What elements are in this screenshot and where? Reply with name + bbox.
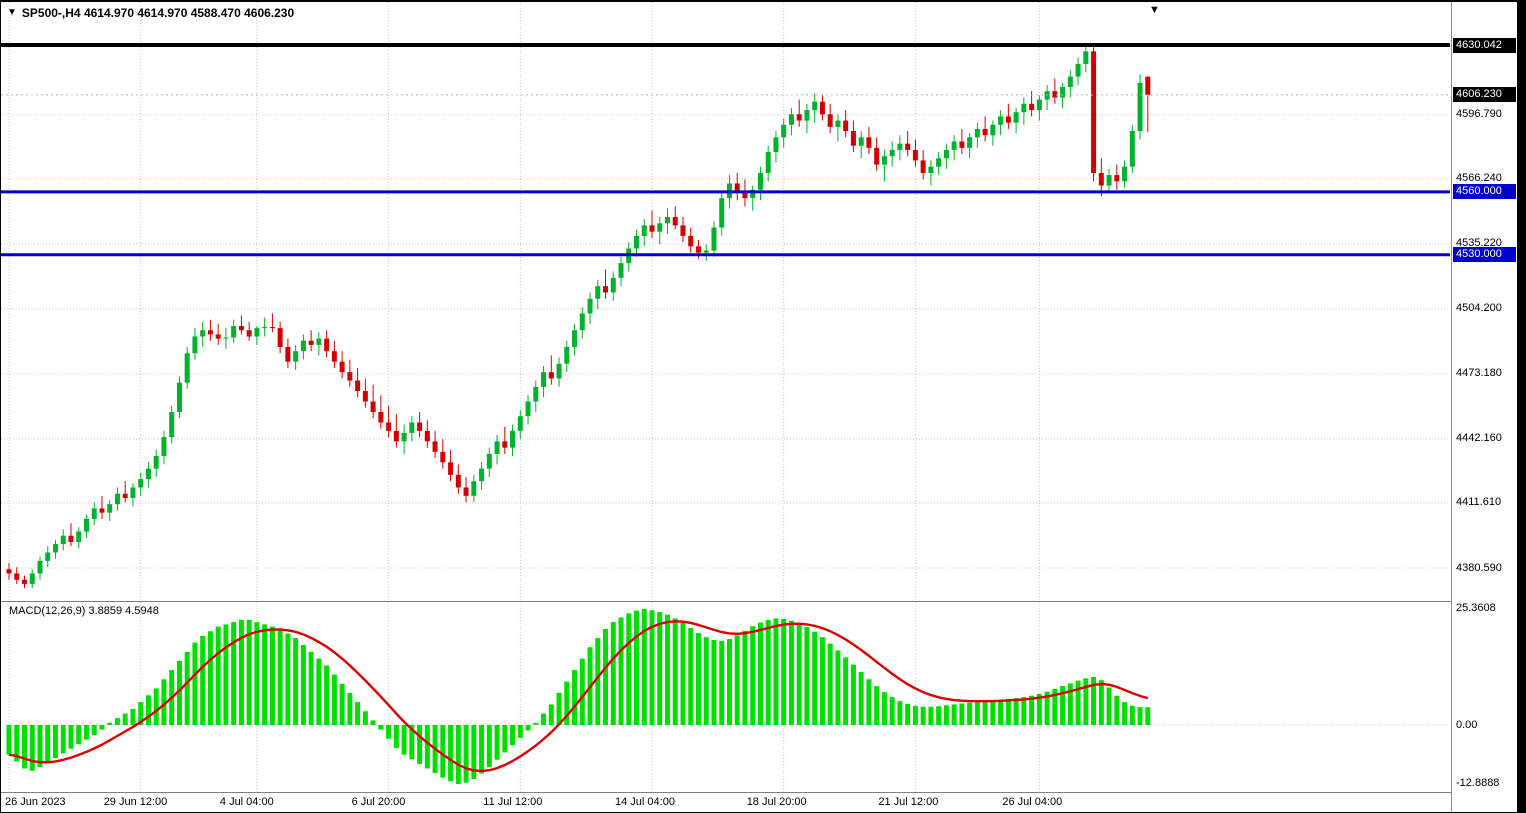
- price-chart-canvas[interactable]: [1, 2, 1450, 601]
- macd-axis-label: 25.3608: [1456, 602, 1496, 615]
- price-axis-label: 4630.042: [1453, 37, 1516, 53]
- price-axis-label: 4473.180: [1456, 367, 1502, 380]
- time-axis-label: 26 Jun 2023: [5, 796, 66, 808]
- time-axis-label: 14 Jul 04:00: [615, 796, 675, 808]
- chart-shift-marker-icon[interactable]: ▼: [1149, 4, 1160, 16]
- price-axis-label: 4380.590: [1456, 561, 1502, 574]
- macd-axis-label: 0.00: [1456, 718, 1478, 731]
- price-axis-label: 4596.790: [1456, 108, 1502, 121]
- symbol-triangle-icon: ▼: [7, 7, 17, 18]
- price-axis-label: 4411.610: [1456, 496, 1502, 509]
- time-axis-label: 4 Jul 04:00: [219, 796, 274, 808]
- time-axis-label: 18 Jul 20:00: [746, 796, 807, 808]
- price-axis-label: 4530.000: [1453, 247, 1516, 263]
- price-axis-label: 4442.160: [1456, 432, 1502, 445]
- window-right-edge: [1517, 2, 1525, 812]
- price-axis-label: 4560.000: [1453, 184, 1516, 200]
- chart-title: ▼ SP500-,H4 4614.970 4614.970 4588.470 4…: [7, 6, 294, 20]
- price-axis-label: 4535.220: [1456, 237, 1502, 250]
- time-axis-label: 29 Jun 12:00: [103, 796, 168, 808]
- price-axis-label: 4504.200: [1456, 302, 1502, 315]
- price-axis[interactable]: 4630.042 4606.230 4596.790 4566.240 4560.000…: [1451, 2, 1517, 812]
- macd-axis-label: -12.8888: [1456, 777, 1500, 790]
- macd-indicator-label: MACD(12,26,9) 3.8859 4.5948: [9, 605, 159, 617]
- time-axis-label: 26 Jul 04:00: [1002, 796, 1063, 808]
- price-axis-label: 4566.240: [1456, 172, 1502, 185]
- price-axis-label: 4606.230: [1453, 87, 1516, 103]
- time-axis-label: 6 Jul 20:00: [351, 796, 406, 808]
- time-axis[interactable]: 26 Jun 2023 29 Jun 12:00 4 Jul 04:00 6 Jul …: [1, 793, 1450, 812]
- price-macd-panel-divider[interactable]: [1, 601, 1517, 602]
- chart-title-text: SP500-,H4 4614.970 4614.970 4588.470 460…: [21, 6, 295, 20]
- time-axis-label: 21 Jul 12:00: [878, 796, 939, 808]
- time-axis-label: 11 Jul 12:00: [483, 796, 543, 808]
- macd-indicator-canvas[interactable]: [1, 602, 1450, 792]
- time-axis-divider: [1, 792, 1517, 793]
